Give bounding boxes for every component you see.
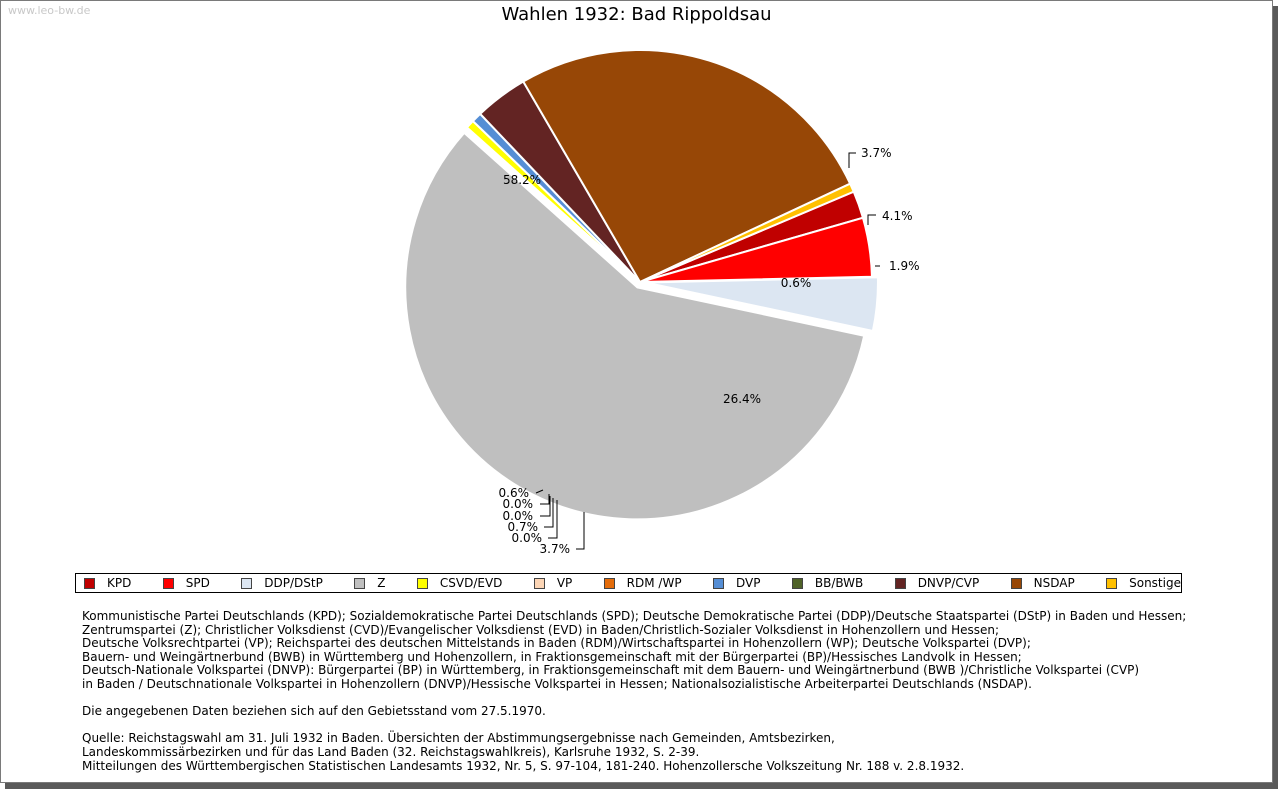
legend-item: VP	[533, 576, 573, 590]
notes-source-line: Landeskommissärbezirken und für das Land…	[82, 744, 700, 759]
legend-item: CSVD/EVD	[416, 576, 503, 590]
legend-label: NSDAP	[1033, 576, 1075, 590]
notes-parties-line: Kommunistische Partei Deutschlands (KPD)…	[82, 609, 1187, 623]
data-label: 0.0%	[503, 509, 534, 523]
data-label: 0.0%	[512, 531, 543, 545]
pie-slice-z	[404, 131, 866, 521]
leader-line	[867, 214, 876, 225]
legend-label: CSVD/EVD	[439, 576, 503, 590]
chart-title: Wahlen 1932: Bad Rippoldsau	[501, 4, 772, 25]
legend-item: NSDAP	[1010, 576, 1075, 590]
pie-slice-ddp-dstp	[645, 276, 879, 333]
legend-swatch	[241, 577, 253, 589]
data-label: 58.2%	[503, 173, 541, 187]
legend-label: VP	[556, 576, 573, 590]
leader-line	[535, 489, 544, 494]
legend-label: DVP	[735, 576, 761, 590]
notes-source-line: Mitteilungen des Württembergischen Stati…	[82, 758, 965, 773]
pie-slice-nsdap	[521, 49, 852, 284]
pie-chart: 1.9%4.1%3.7%58.2%0.6%0.0%0.0%0.7%0.0%3.7…	[404, 49, 920, 556]
data-label: 0.6%	[499, 486, 530, 500]
legend-item: DVP	[712, 576, 761, 590]
legend-item: DDP/DStP	[241, 576, 323, 590]
legend-label: BB/BWB	[814, 576, 864, 590]
data-label: 3.7%	[861, 146, 892, 160]
legend-label: SPD	[185, 576, 210, 590]
notes-parties-line: Deutsche Volksrechtpartei (VP); Reichspa…	[82, 636, 1031, 651]
data-label: 26.4%	[723, 392, 761, 406]
legend-swatch	[84, 577, 95, 589]
legend-swatch	[1106, 577, 1118, 589]
legend-swatch	[894, 577, 906, 589]
leader-line	[540, 496, 551, 517]
legend-label: RDM /WP	[626, 576, 682, 590]
data-label: 3.7%	[540, 542, 571, 556]
legend-item: KPD	[84, 576, 131, 590]
legend-item: Z	[354, 576, 385, 590]
data-label: 1.9%	[889, 259, 920, 273]
notes-territory: Die angegebenen Daten beziehen sich auf …	[82, 704, 546, 719]
pie-slice-sonstige	[639, 182, 855, 283]
legend-item: Sonstige	[1106, 576, 1181, 590]
legend-label: Sonstige	[1129, 576, 1181, 590]
legend-label: KPD	[107, 576, 132, 590]
data-label: 0.6%	[781, 276, 812, 290]
legend-swatch	[791, 577, 803, 589]
legend-swatch	[416, 577, 428, 589]
notes-parties-line: Zentrumspartei (Z); Christlicher Volksdi…	[82, 622, 1000, 637]
leader-line	[540, 494, 550, 505]
leader-line	[848, 152, 856, 168]
watermark: www.leo-bw.de	[8, 4, 91, 17]
legend-item: RDM /WP	[603, 576, 682, 590]
data-label: 0.0%	[503, 497, 534, 511]
leader-line	[548, 500, 558, 539]
legend-label: DDP/DStP	[264, 576, 323, 590]
legend-item: SPD	[162, 576, 210, 590]
notes-parties-line: in Baden / Deutschnationale Volkspartei …	[82, 676, 1032, 691]
notes-parties-line: Deutsch-Nationale Volkspartei (DNVP): Bü…	[82, 663, 1140, 678]
notes-source-line: Quelle: Reichstagswahl am 31. Juli 1932 …	[82, 731, 835, 746]
legend-label: Z	[377, 576, 386, 590]
legend-swatch	[354, 577, 366, 589]
leader-line	[544, 498, 554, 528]
notes: Kommunistische Partei Deutschlands (KPD)…	[82, 609, 1232, 773]
data-label: 4.1%	[882, 209, 913, 223]
legend-swatch	[1010, 577, 1022, 589]
legend-swatch	[603, 577, 615, 589]
data-label: 0.7%	[508, 520, 539, 534]
legend-swatch	[712, 577, 724, 589]
legend-item: BB/BWB	[791, 576, 864, 590]
legend-swatch	[533, 577, 545, 589]
leader-line	[576, 512, 585, 550]
legend-label: DNVP/CVP	[917, 576, 980, 590]
legend: KPD SPD DDP/DStP Z CSVD/EVD VP RDM /WP DVP BB/BW…	[75, 573, 1182, 593]
legend-item: DNVP/CVP	[894, 576, 980, 590]
legend-swatch	[162, 577, 174, 589]
notes-parties-line: Bauern- und Weingärtnerbund (BWB) in Wür…	[82, 649, 1022, 664]
